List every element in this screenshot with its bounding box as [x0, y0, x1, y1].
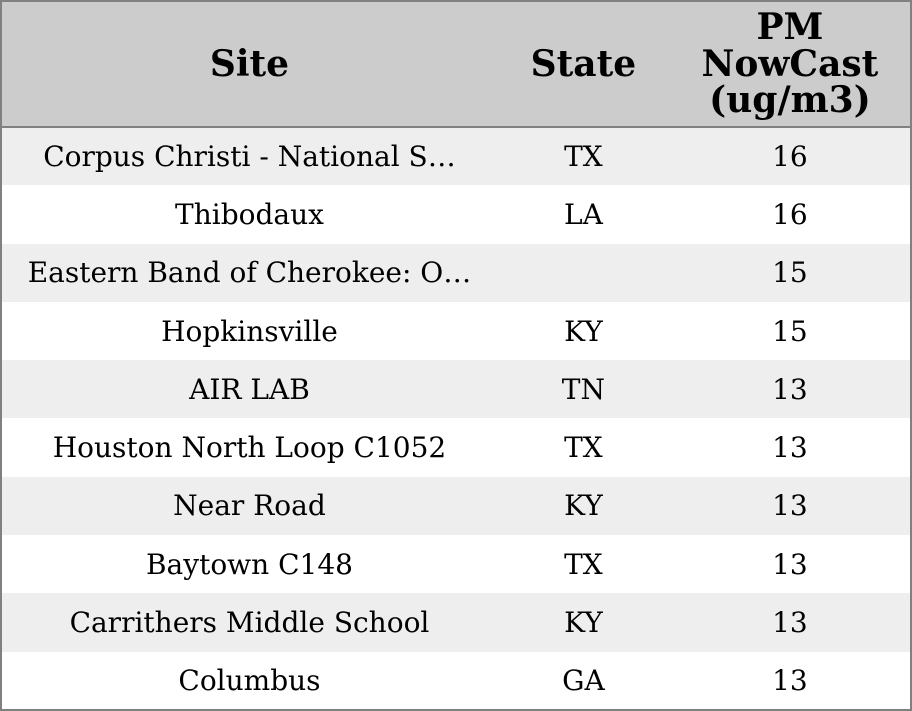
cell-pm: 13: [772, 663, 808, 697]
cell-pm: 13: [772, 547, 808, 581]
table-row: Houston North Loop C1052 TX 13: [1, 418, 911, 477]
cell-site: Carrithers Middle School: [69, 606, 430, 640]
cell-state: [497, 244, 670, 302]
table-row: Corpus Christi - National S… TX 16: [1, 127, 911, 186]
cell-pm: 16: [772, 140, 808, 174]
table-row: Thibodaux LA 16: [1, 185, 911, 244]
cell-pm: 13: [772, 489, 808, 523]
cell-site: AIR LAB: [189, 372, 310, 406]
column-header-state: State: [496, 1, 670, 128]
cell-site: Baytown C148: [145, 547, 353, 581]
cell-site: Near Road: [173, 489, 326, 523]
table-row: AIR LAB TN 13: [1, 360, 911, 419]
cell-state: TX: [564, 431, 603, 465]
cell-site: Hopkinsville: [161, 314, 338, 348]
cell-pm: 16: [772, 197, 808, 231]
cell-pm: 15: [772, 256, 808, 290]
table-header-row: Site State PM NowCast (ug/m3): [1, 1, 911, 128]
cell-site: Corpus Christi - National S…: [43, 140, 456, 174]
cell-state: GA: [562, 663, 605, 697]
cell-pm: 15: [772, 314, 808, 348]
cell-state: KY: [564, 606, 603, 640]
table-row: Hopkinsville KY 15: [1, 301, 911, 361]
cell-state: TX: [564, 140, 603, 174]
table-row: Near Road KY 13: [1, 476, 911, 536]
table-body: Corpus Christi - National S… TX 16 Thibodau…: [1, 127, 911, 710]
table-row: Carrithers Middle School KY 13: [1, 593, 911, 652]
cell-state: KY: [564, 314, 603, 348]
table-row: Eastern Band of Cherokee: O… 15: [1, 243, 911, 302]
cell-state: KY: [564, 489, 603, 523]
cell-pm: 13: [772, 372, 808, 406]
cell-state: TN: [561, 372, 605, 406]
cell-pm: 13: [772, 606, 808, 640]
cell-state: LA: [563, 197, 603, 231]
column-header-pm: PM NowCast (ug/m3): [669, 1, 911, 128]
cell-site: Columbus: [178, 663, 321, 697]
table-row: Baytown C148 TX 13: [1, 535, 911, 594]
cell-site: Eastern Band of Cherokee: O…: [27, 256, 472, 290]
cell-site: Thibodaux: [175, 197, 324, 231]
cell-pm: 13: [772, 431, 808, 465]
table-row: Columbus GA 13: [1, 651, 911, 710]
table-header: Site State PM NowCast (ug/m3): [1, 1, 911, 128]
cell-state: TX: [564, 547, 603, 581]
column-header-site: Site: [1, 1, 497, 128]
cell-site: Houston North Loop C1052: [52, 431, 447, 465]
